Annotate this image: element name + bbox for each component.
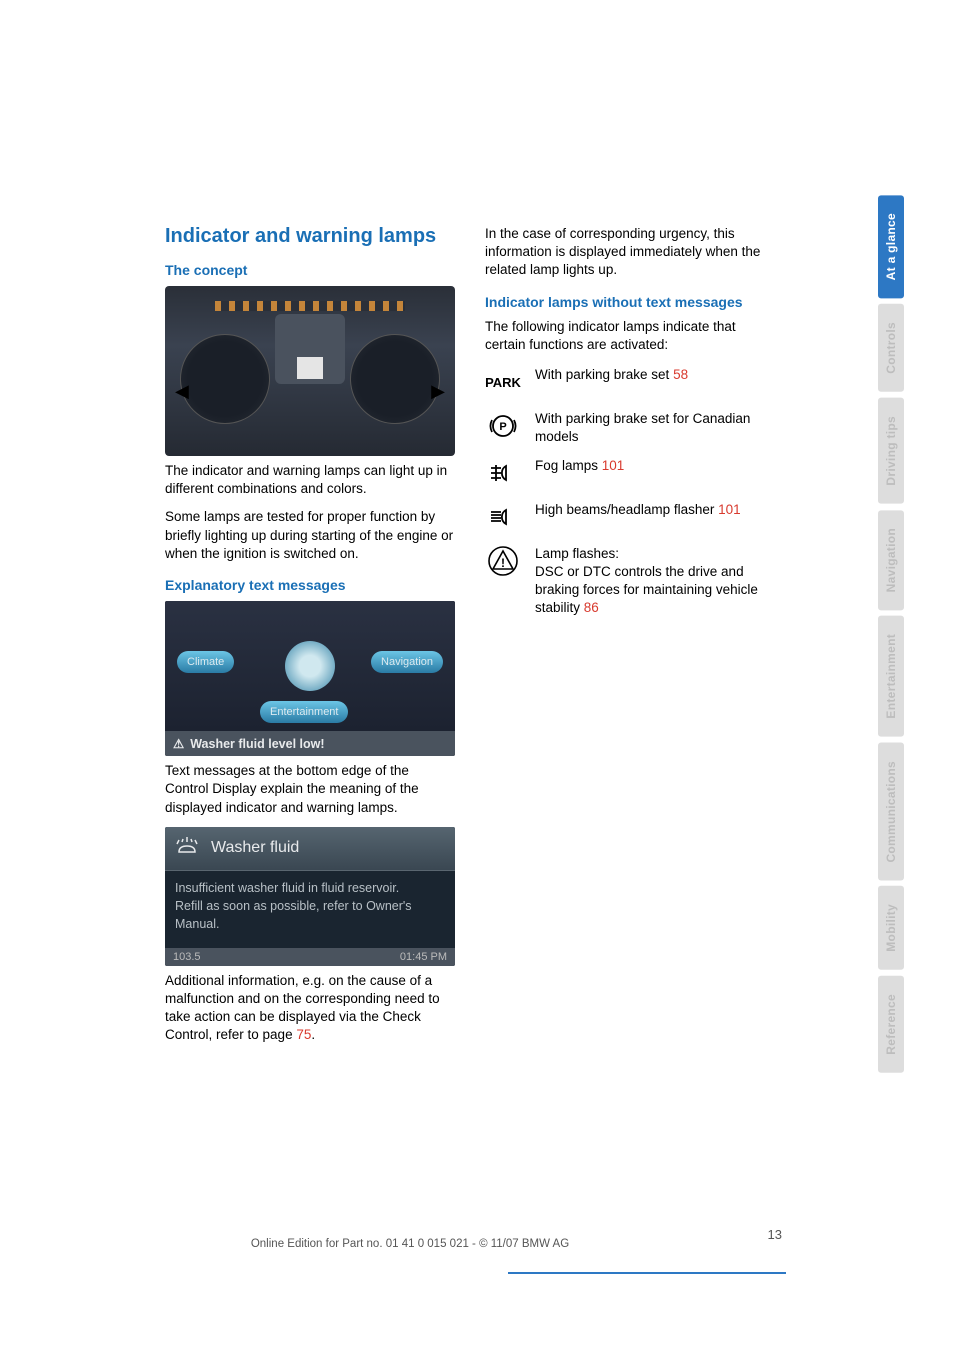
washer-fluid-icon — [175, 834, 199, 863]
indicator-parking-brake: PARK With parking brake set 58 — [485, 364, 775, 400]
park-text-icon: PARK — [485, 364, 521, 400]
tab-mobility[interactable]: Mobility — [878, 886, 904, 970]
status-bar-text: Washer fluid level low! — [190, 737, 324, 751]
indicator-high-beams: High beams/headlamp flasher 101 — [485, 499, 775, 535]
arrow-right-icon: ▶ — [431, 381, 445, 402]
footer-underline — [508, 1272, 786, 1274]
washer-footer-right: 01:45 PM — [400, 951, 447, 963]
footer: 13 Online Edition for Part no. 01 41 0 0… — [0, 1238, 820, 1250]
left-column: Indicator and warning lamps The concept … — [165, 225, 455, 1055]
pageref-58[interactable]: 58 — [673, 367, 688, 382]
washer-title: Washer fluid — [211, 839, 299, 857]
idrive-center-icon — [285, 641, 335, 691]
fog-lamp-icon — [485, 455, 521, 491]
washer-fluid-screenshot: Washer fluid Insufficient washer fluid i… — [165, 827, 455, 966]
right-intro: In the case of corresponding urgency, th… — [485, 225, 775, 280]
high-beam-icon — [485, 499, 521, 535]
right-column: In the case of corresponding urgency, th… — [485, 225, 775, 1055]
tab-entertainment[interactable]: Entertainment — [878, 616, 904, 737]
dsc-triangle-icon: ! — [485, 543, 521, 579]
svg-text:!: ! — [501, 556, 505, 570]
notext-heading: Indicator lamps without text messages — [485, 294, 775, 310]
notext-intro: The following indicator lamps indicate t… — [485, 318, 775, 354]
page-number: 13 — [768, 1227, 782, 1242]
pageref-101b[interactable]: 101 — [718, 502, 741, 517]
indicator-dsc: ! Lamp flashes: DSC or DTC controls the … — [485, 543, 775, 618]
concept-heading: The concept — [165, 262, 455, 278]
idrive-screenshot: Climate Navigation Entertainment ⚠ Washe… — [165, 601, 455, 756]
dash-para-1: The indicator and warning lamps can ligh… — [165, 462, 455, 498]
pageref-75[interactable]: 75 — [296, 1027, 311, 1042]
climate-pill: Climate — [177, 651, 234, 673]
svg-text:P: P — [499, 421, 506, 433]
tab-navigation[interactable]: Navigation — [878, 510, 904, 610]
dash-para-2: Some lamps are tested for proper functio… — [165, 508, 455, 563]
explanatory-heading: Explanatory text messages — [165, 577, 455, 593]
arrow-left-icon: ◀ — [175, 381, 189, 402]
washer-line-1: Insufficient washer fluid in fluid reser… — [175, 879, 445, 897]
indicator-parking-brake-canadian: P With parking brake set for Canadian mo… — [485, 408, 775, 446]
dashboard-illustration: ◀ ▶ — [165, 286, 455, 456]
indicator-fog-lamps: Fog lamps 101 — [485, 455, 775, 491]
pageref-86[interactable]: 86 — [584, 600, 599, 615]
tab-communications[interactable]: Communications — [878, 743, 904, 881]
washer-line-2: Refill as soon as possible, refer to Own… — [175, 897, 445, 933]
warning-triangle-icon: ⚠ — [173, 736, 184, 751]
idrive-para: Text messages at the bottom edge of the … — [165, 762, 455, 817]
p-circle-icon: P — [485, 408, 521, 444]
tab-controls[interactable]: Controls — [878, 304, 904, 392]
entertainment-pill: Entertainment — [260, 701, 348, 723]
washer-footer-left: 103.5 — [173, 951, 201, 963]
tab-at-a-glance[interactable]: At a glance — [878, 195, 904, 298]
pageref-101a[interactable]: 101 — [602, 458, 625, 473]
navigation-pill: Navigation — [371, 651, 443, 673]
sidebar-tabs: At a glance Controls Driving tips Naviga… — [878, 195, 904, 1073]
section-title: Indicator and warning lamps — [165, 225, 455, 248]
additional-para: Additional information, e.g. on the caus… — [165, 972, 455, 1045]
tab-reference[interactable]: Reference — [878, 976, 904, 1073]
footer-line: Online Edition for Part no. 01 41 0 015 … — [251, 1238, 569, 1250]
tab-driving-tips[interactable]: Driving tips — [878, 398, 904, 504]
